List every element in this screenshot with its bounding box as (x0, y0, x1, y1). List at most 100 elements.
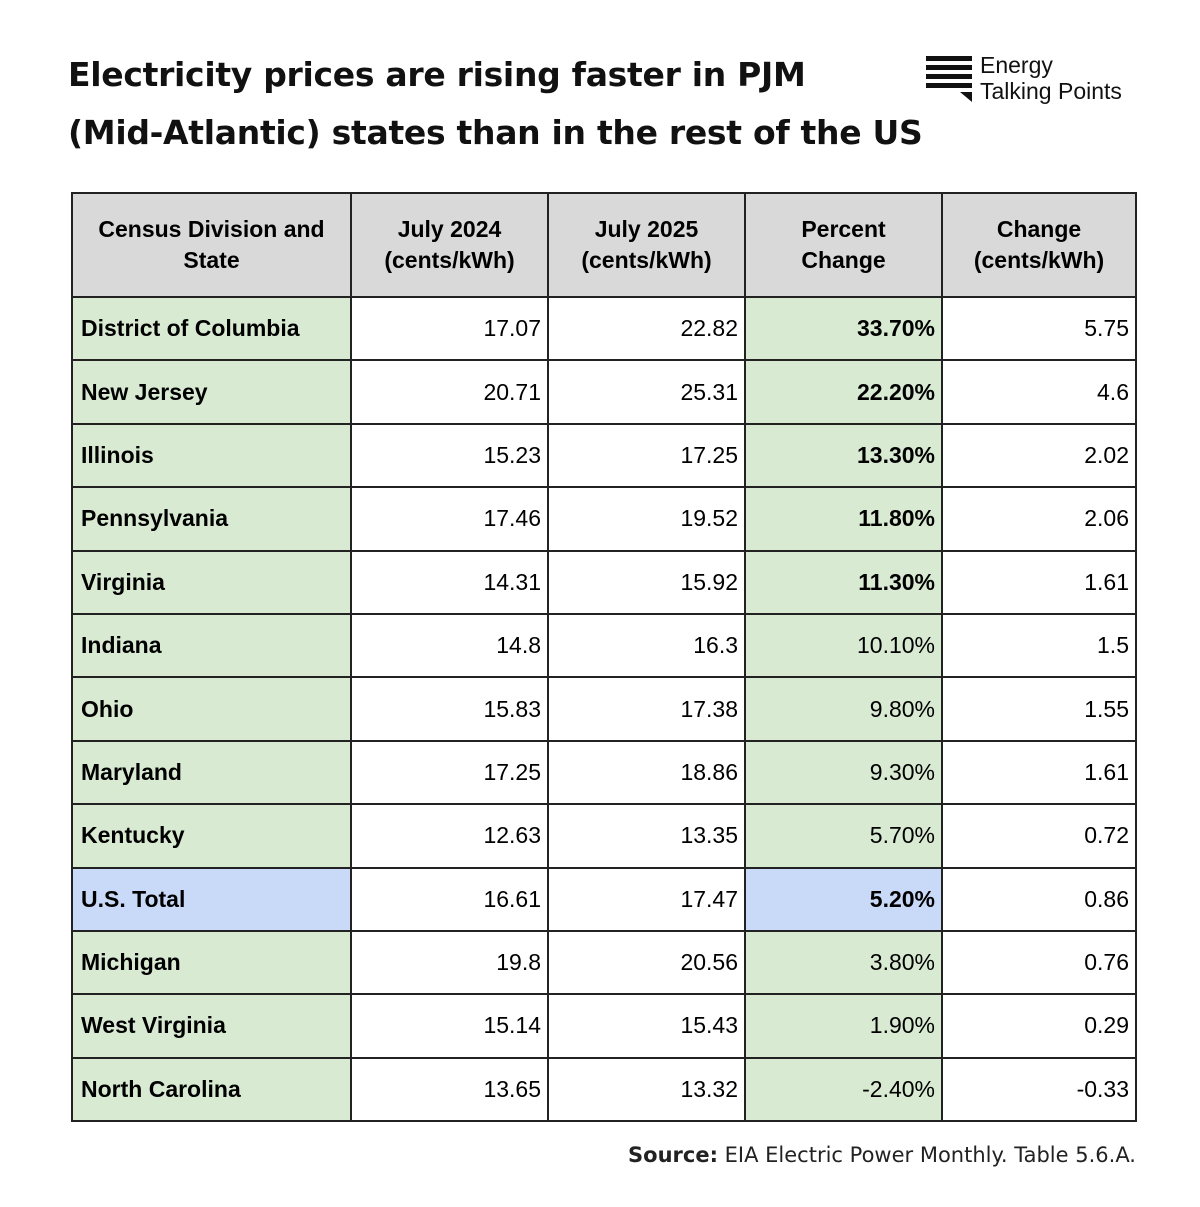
july-2024-cell: 20.71 (350, 359, 549, 425)
column-header-3-line-0: Percent (801, 216, 886, 242)
table-row: West Virginia 15.14 15.43 1.90% 0.29 (71, 993, 1137, 1059)
table-row: North Carolina 13.65 13.32 -2.40% -0.33 (71, 1056, 1137, 1123)
percent-change-cell: 10.10% (744, 612, 943, 679)
change-cell: 0.72 (941, 803, 1137, 869)
table-row-us-total: U.S. Total 16.61 17.47 5.20% 0.86 (71, 866, 1137, 932)
chart-title: Electricity prices are rising faster in … (68, 46, 923, 162)
table-body: District of Columbia 17.07 22.82 33.70% 5.75… (71, 295, 1137, 1123)
july-2024-cell: 17.25 (350, 739, 549, 806)
table-row: Michigan 19.8 20.56 3.80% 0.76 (71, 929, 1137, 996)
table-row: Pennsylvania 17.46 19.52 11.80% 2.06 (71, 486, 1137, 552)
column-header-1-line-1: (cents/kWh) (384, 247, 515, 273)
change-cell: 1.5 (941, 612, 1137, 679)
percent-change-cell: 9.80% (744, 676, 943, 742)
source-text: EIA Electric Power Monthly. Table 5.6.A. (717, 1143, 1136, 1167)
state-cell: Kentucky (71, 803, 352, 869)
column-header-4-line-1: (cents/kWh) (973, 247, 1105, 273)
july-2024-cell: 16.61 (350, 866, 549, 932)
change-cell: 5.75 (941, 295, 1137, 362)
column-header-3-line-1: Change (801, 247, 886, 273)
state-cell: Illinois (71, 422, 352, 489)
table-row: Kentucky 12.63 13.35 5.70% 0.72 (71, 803, 1137, 869)
july-2024-cell: 17.46 (350, 486, 549, 552)
july-2025-cell: 16.3 (547, 612, 746, 679)
table-row: Indiana 14.8 16.3 10.10% 1.5 (71, 612, 1137, 679)
state-cell: District of Columbia (71, 295, 352, 362)
july-2024-cell: 13.65 (350, 1056, 549, 1123)
july-2025-cell: 25.31 (547, 359, 746, 425)
change-cell: 1.61 (941, 549, 1137, 615)
july-2025-cell: 17.47 (547, 866, 746, 932)
change-cell: 2.02 (941, 422, 1137, 489)
july-2025-cell: 19.52 (547, 486, 746, 552)
state-cell: Ohio (71, 676, 352, 742)
price-table-container: Census Division and State July 2024 (cents/… (71, 192, 1137, 1123)
state-cell: Pennsylvania (71, 486, 352, 552)
percent-change-cell: 1.90% (744, 993, 943, 1059)
change-cell: 1.55 (941, 676, 1137, 742)
percent-change-cell: 11.80% (744, 486, 943, 552)
percent-change-cell: 5.70% (744, 803, 943, 869)
table-row: District of Columbia 17.07 22.82 33.70% 5.75 (71, 295, 1137, 362)
state-cell: North Carolina (71, 1056, 352, 1123)
july-2025-cell: 13.32 (547, 1056, 746, 1123)
percent-change-cell: 9.30% (744, 739, 943, 806)
column-header-1: July 2024 (cents/kWh) (350, 192, 549, 298)
chart-title-line-1: Electricity prices are rising faster in … (68, 55, 806, 94)
column-header-1-line-0: July 2024 (397, 216, 502, 242)
chart-title-line-2: (Mid-Atlantic) states than in the rest o… (68, 113, 923, 152)
column-header-2-line-0: July 2025 (594, 216, 699, 242)
state-cell: West Virginia (71, 993, 352, 1059)
state-cell: Indiana (71, 612, 352, 679)
table-row: Illinois 15.23 17.25 13.30% 2.02 (71, 422, 1137, 489)
source-note: Source: EIA Electric Power Monthly. Tabl… (628, 1143, 1136, 1167)
percent-change-cell: 3.80% (744, 929, 943, 996)
column-header-3: Percent Change (744, 192, 943, 298)
column-header-0-line-1: State (183, 247, 240, 273)
july-2025-cell: 18.86 (547, 739, 746, 806)
percent-change-cell: -2.40% (744, 1056, 943, 1123)
change-cell: 0.76 (941, 929, 1137, 996)
july-2024-cell: 15.23 (350, 422, 549, 489)
column-header-2-line-1: (cents/kWh) (581, 247, 712, 273)
table-row: New Jersey 20.71 25.31 22.20% 4.6 (71, 359, 1137, 425)
july-2025-cell: 15.43 (547, 993, 746, 1059)
change-cell: 2.06 (941, 486, 1137, 552)
july-2025-cell: 17.38 (547, 676, 746, 742)
column-header-0: Census Division and State (71, 192, 352, 298)
table-row: Virginia 14.31 15.92 11.30% 1.61 (71, 549, 1137, 615)
july-2025-cell: 13.35 (547, 803, 746, 869)
percent-change-cell: 11.30% (744, 549, 943, 615)
column-header-4: Change (cents/kWh) (941, 192, 1137, 298)
july-2024-cell: 12.63 (350, 803, 549, 869)
state-cell: Virginia (71, 549, 352, 615)
percent-change-cell: 33.70% (744, 295, 943, 362)
july-2025-cell: 20.56 (547, 929, 746, 996)
july-2025-cell: 15.92 (547, 549, 746, 615)
logo-line-2: Talking Points (980, 78, 1122, 104)
energy-talking-points-logo: Energy Talking Points (926, 52, 1166, 106)
percent-change-cell: 13.30% (744, 422, 943, 489)
july-2025-cell: 22.82 (547, 295, 746, 362)
state-cell: New Jersey (71, 359, 352, 425)
table-row: Ohio 15.83 17.38 9.80% 1.55 (71, 676, 1137, 742)
state-cell: Michigan (71, 929, 352, 996)
july-2024-cell: 15.14 (350, 993, 549, 1059)
change-cell: 4.6 (941, 359, 1137, 425)
july-2024-cell: 15.83 (350, 676, 549, 742)
column-header-4-line-0: Change (996, 216, 1082, 242)
price-table: Census Division and State July 2024 (cents/… (71, 192, 1137, 1123)
percent-change-cell: 22.20% (744, 359, 943, 425)
july-2024-cell: 17.07 (350, 295, 549, 362)
july-2024-cell: 14.31 (350, 549, 549, 615)
july-2024-cell: 19.8 (350, 929, 549, 996)
july-2024-cell: 14.8 (350, 612, 549, 679)
change-cell: 0.86 (941, 866, 1137, 932)
state-cell: U.S. Total (71, 866, 352, 932)
percent-change-cell: 5.20% (744, 866, 943, 932)
change-cell: 0.29 (941, 993, 1137, 1059)
logo-text: Energy Talking Points (980, 52, 1122, 104)
table-row: Maryland 17.25 18.86 9.30% 1.61 (71, 739, 1137, 806)
table-header-row: Census Division and State July 2024 (cents/… (71, 192, 1137, 298)
logo-line-1: Energy (980, 52, 1053, 78)
